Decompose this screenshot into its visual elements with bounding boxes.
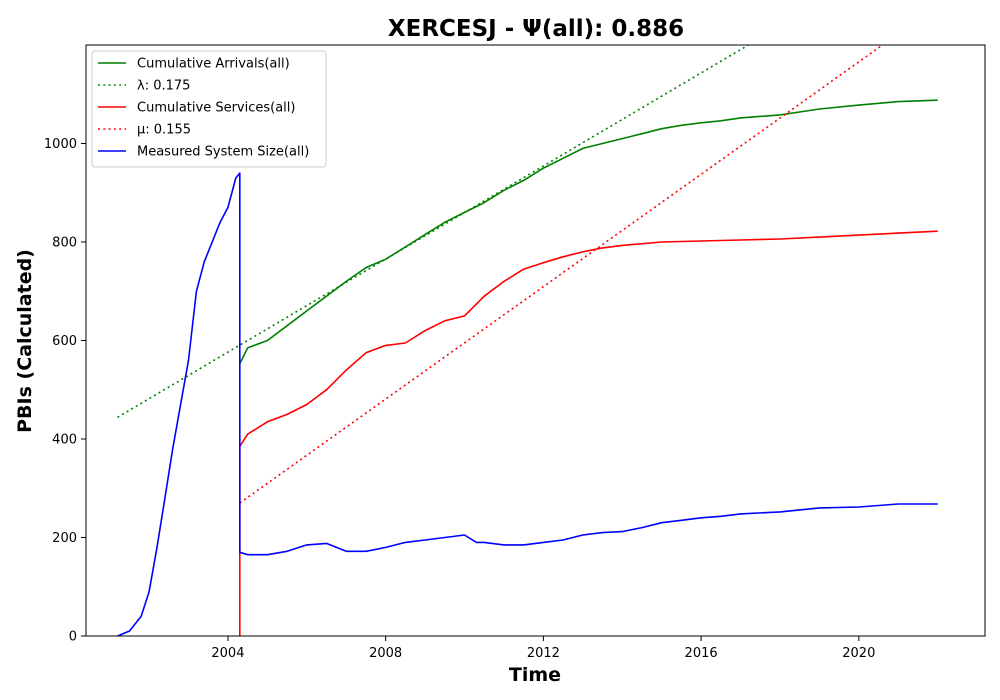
- x-tick-label: 2020: [842, 646, 875, 661]
- legend-entry: Cumulative Services(all): [137, 101, 295, 116]
- y-tick-label: 600: [52, 334, 77, 349]
- y-tick-label: 1000: [44, 137, 77, 152]
- x-tick-label: 2016: [685, 646, 718, 661]
- series-line-3: [239, 230, 938, 636]
- legend-entry: μ: 0.155: [137, 123, 191, 138]
- y-tick-label: 800: [52, 236, 77, 251]
- series-line-5: [117, 172, 938, 636]
- x-axis: 2004 2008 2012 2016 2020: [211, 636, 875, 661]
- y-tick-label: 400: [52, 433, 77, 448]
- chart-title: XERCESJ - Ψ(all): 0.886: [388, 16, 684, 42]
- legend-box: [91, 50, 327, 168]
- y-axis-label: PBIs (Calculated): [14, 249, 36, 433]
- series-line-1: [239, 99, 938, 364]
- legend-entry: λ: 0.175: [137, 79, 190, 94]
- x-axis-label: Time: [509, 664, 561, 686]
- y-axis: 0 200 400 600 800 1000: [44, 137, 86, 645]
- x-tick-label: 2012: [527, 646, 560, 661]
- series-line-4: [239, 45, 883, 504]
- series-line-2: [117, 45, 749, 418]
- legend-entry: Cumulative Arrivals(all): [137, 57, 290, 72]
- y-tick-label: 200: [52, 531, 77, 546]
- series-layer: [117, 45, 938, 636]
- x-tick-label: 2008: [369, 646, 402, 661]
- legend-entry: Measured System Size(all): [137, 145, 309, 160]
- x-tick-label: 2004: [211, 646, 244, 661]
- legend: Cumulative Arrivals(all) λ: 0.175 Cumulati…: [91, 50, 327, 168]
- y-tick-label: 0: [69, 630, 77, 645]
